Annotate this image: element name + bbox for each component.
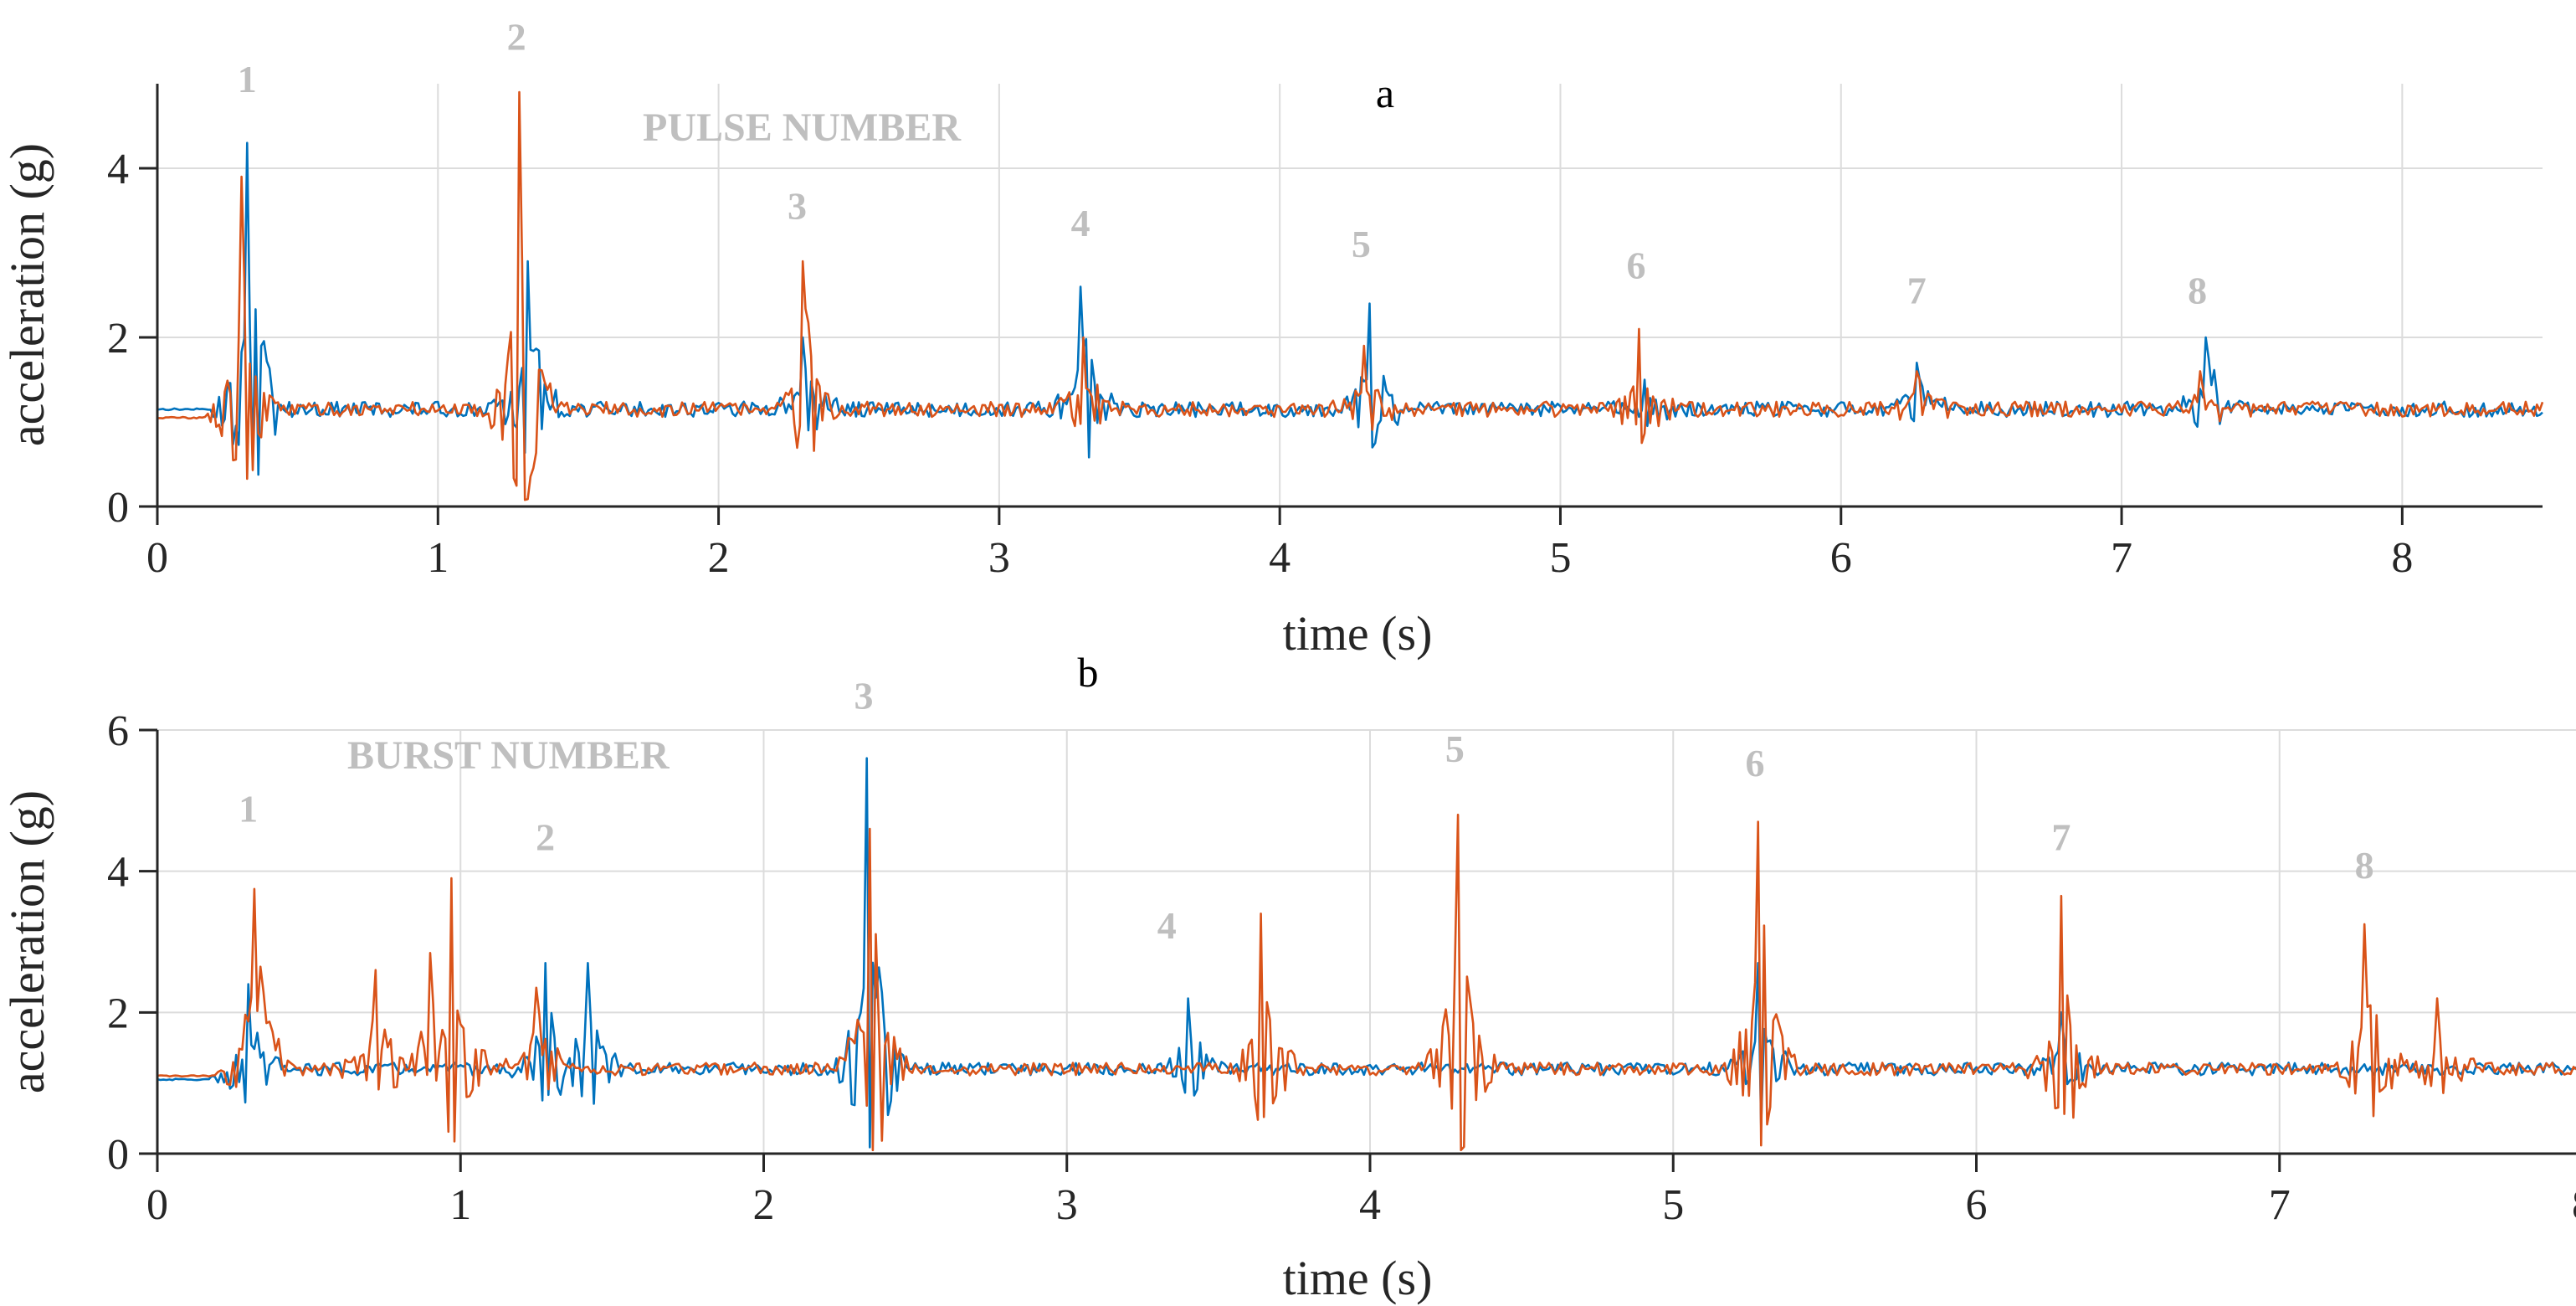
panel-a-pulse-labels: 1 2 3 4 5 6 7 8 xyxy=(238,16,2207,312)
panel-b-grid xyxy=(157,729,2576,1154)
panel-a-x-axis-label: time (s) xyxy=(1283,606,1433,661)
x-tick-label: 0 xyxy=(146,1181,168,1229)
x-tick-label: 8 xyxy=(2391,534,2413,582)
y-tick-label: 4 xyxy=(107,146,129,193)
panel-b-axes xyxy=(139,728,2576,1172)
burst-number-label: 8 xyxy=(2355,844,2374,887)
burst-number-label: 7 xyxy=(2051,815,2071,858)
series-1-line xyxy=(157,757,2576,1149)
y-tick-label: 4 xyxy=(107,849,129,897)
y-tick-label: 2 xyxy=(107,990,129,1037)
pulse-number-label: 4 xyxy=(1071,202,1090,244)
panel-b-burst-labels: 1 2 3 4 5 6 7 8 xyxy=(239,675,2374,947)
burst-number-label: 2 xyxy=(536,815,555,858)
x-tick-label: 0 xyxy=(146,534,168,582)
panel-a-chart: 0 1 2 3 4 5 6 7 8 0 2 4 1 2 3 4 5 6 7 8 a PULSE NUMBER tim… xyxy=(0,16,2544,661)
x-tick-label: 7 xyxy=(2111,534,2132,582)
panel-b-chart: 0 1 2 3 4 5 6 7 8 0 2 4 6 1 2 3 4 5 6 7 8 b BURST NUMBER ti… xyxy=(0,649,2576,1305)
burst-number-label: 3 xyxy=(854,675,874,717)
pulse-number-label: 1 xyxy=(238,58,257,100)
y-tick-label: 2 xyxy=(107,315,129,362)
panel-b-series xyxy=(157,757,2576,1152)
x-tick-label: 3 xyxy=(988,534,1010,582)
panel-a-axes xyxy=(139,84,2543,525)
burst-number-label: 1 xyxy=(239,788,258,830)
pulse-number-label: 2 xyxy=(507,16,526,59)
panel-a-tick-labels: 0 1 2 3 4 5 6 7 8 0 2 4 xyxy=(107,146,2413,582)
x-tick-label: 2 xyxy=(708,534,730,582)
x-tick-label: 1 xyxy=(449,1181,471,1229)
burst-number-annotation: BURST NUMBER xyxy=(347,733,670,778)
y-tick-label: 0 xyxy=(107,484,129,532)
x-tick-label: 7 xyxy=(2269,1181,2291,1229)
burst-number-label: 6 xyxy=(1746,742,1765,784)
pulse-number-label: 6 xyxy=(1627,244,1646,286)
burst-number-label: 5 xyxy=(1445,728,1465,770)
pulse-number-annotation: PULSE NUMBER xyxy=(643,105,962,150)
series-2-line xyxy=(157,90,2544,501)
pulse-number-label: 5 xyxy=(1352,223,1371,265)
x-tick-label: 5 xyxy=(1549,534,1571,582)
panel-b-x-axis-label: time (s) xyxy=(1283,1251,1433,1305)
panel-b-title: b xyxy=(1078,649,1099,696)
pulse-number-label: 7 xyxy=(1907,270,1927,312)
panel-b-y-axis-label: acceleration (g) xyxy=(0,790,54,1093)
series-1-line xyxy=(157,141,2543,476)
panel-a-y-axis-label: acceleration (g) xyxy=(0,143,54,446)
x-tick-label: 4 xyxy=(1269,534,1291,582)
x-tick-label: 1 xyxy=(427,534,449,582)
pulse-number-label: 3 xyxy=(788,185,807,228)
y-tick-label: 0 xyxy=(107,1131,129,1179)
x-tick-label: 3 xyxy=(1056,1181,1078,1229)
panel-a-series xyxy=(157,90,2544,501)
series-2-line xyxy=(157,813,2576,1152)
x-tick-label: 4 xyxy=(1359,1181,1381,1229)
y-tick-label: 6 xyxy=(107,707,129,755)
panel-b-tick-labels: 0 1 2 3 4 5 6 7 8 0 2 4 6 xyxy=(107,707,2576,1229)
x-tick-label: 5 xyxy=(1662,1181,1684,1229)
panel-a-grid xyxy=(157,84,2543,506)
x-tick-label: 2 xyxy=(753,1181,775,1229)
panel-a-title: a xyxy=(1376,69,1394,116)
x-tick-label: 8 xyxy=(2572,1181,2576,1229)
pulse-number-label: 8 xyxy=(2188,270,2207,312)
x-tick-label: 6 xyxy=(1966,1181,1988,1229)
x-tick-label: 6 xyxy=(1830,534,1852,582)
burst-number-label: 4 xyxy=(1157,904,1177,947)
